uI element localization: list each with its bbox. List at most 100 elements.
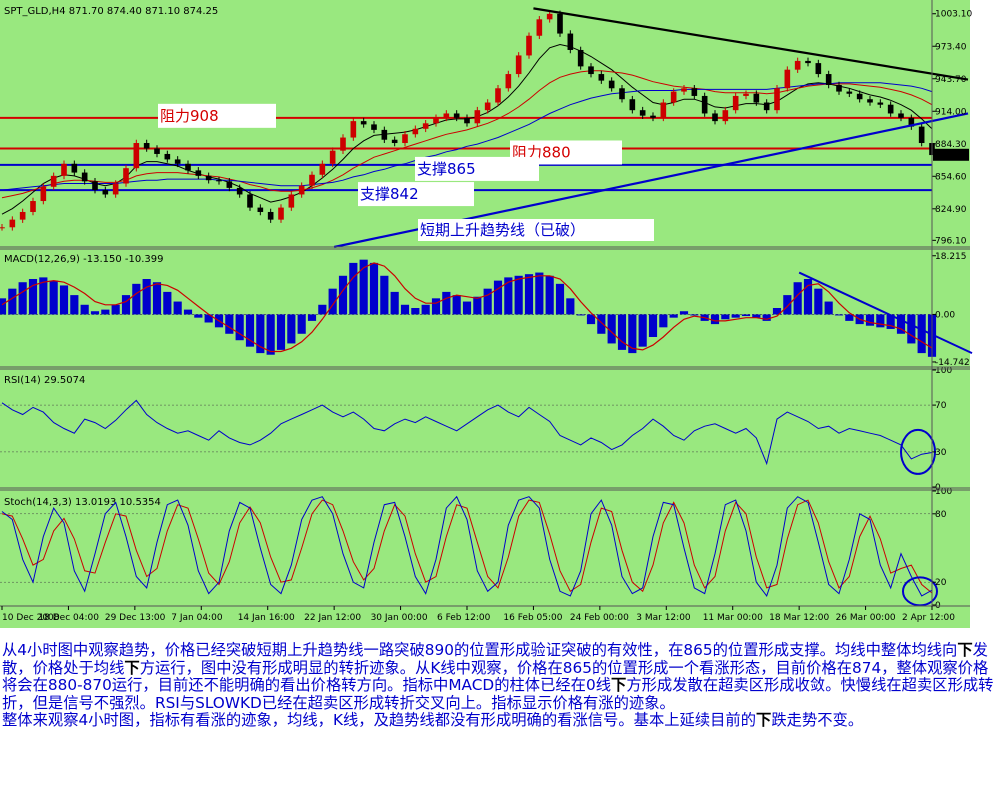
candle-body: [681, 88, 687, 92]
candle-body: [712, 113, 718, 122]
candle-body: [495, 88, 501, 103]
commentary-paragraph-2: 整体来观察4小时图，指标有看涨的迹象，均线，K线，及趋势线都没有形成明确的看涨信…: [2, 711, 1002, 730]
candle-body: [133, 143, 140, 169]
candle-body: [257, 207, 264, 212]
candle-body: [50, 175, 57, 187]
candle-body: [247, 194, 253, 208]
commentary-emphasis: 下: [957, 641, 973, 659]
macd-bar: [845, 314, 854, 321]
macd-bar: [39, 277, 48, 315]
trendline-label: 短期上升趋势线（已破）: [420, 221, 585, 239]
candle-body: [9, 219, 16, 228]
x-tick-label: 22 Jan 12:00: [304, 613, 361, 623]
candle-body: [278, 207, 284, 220]
macd-trendline: [798, 271, 973, 355]
price-panel: SPT_GLD,H4 871.70 874.40 871.10 874.25 阻…: [0, 6, 972, 249]
x-tick-label: 10 Dec 2008: [2, 613, 60, 623]
x-tick-label: 7 Jan 04:00: [171, 613, 223, 623]
candle-body: [836, 85, 842, 92]
macd-bar: [752, 314, 761, 318]
candle-body: [61, 163, 67, 176]
candle-body: [453, 113, 460, 118]
macd-bar: [18, 282, 27, 315]
macd-bar: [349, 262, 358, 315]
candle-body: [0, 227, 5, 229]
macd-bar: [276, 314, 286, 350]
candle-body: [660, 102, 667, 118]
commentary-text: 整体来观察4小时图，指标有看涨的迹象，均线，K线，及趋势线都没有形成明确的看涨信…: [2, 711, 757, 729]
macd-bar: [421, 304, 430, 315]
macd-bar: [896, 314, 906, 334]
macd-bar: [834, 314, 844, 316]
macd-bar: [545, 275, 554, 315]
candle-body: [898, 113, 904, 118]
candle-body: [691, 88, 698, 96]
chart-canvas: SPT_GLD,H4 871.70 874.40 871.10 874.25 阻…: [0, 0, 973, 628]
macd-bar: [576, 314, 585, 316]
macd-bar: [669, 314, 678, 318]
macd-bar: [266, 314, 275, 355]
x-tick-label: 6 Feb 12:00: [437, 613, 491, 623]
trendline-label-box: [418, 219, 654, 241]
candle-body: [464, 117, 470, 124]
candle-body: [102, 190, 109, 195]
level-label-box: [158, 103, 276, 128]
candle-body: [309, 174, 315, 186]
macd-bar: [204, 314, 213, 323]
candle-body: [753, 93, 760, 103]
x-tick-label: 18 Mar 12:00: [769, 613, 829, 623]
x-tick-label: 29 Dec 13:00: [105, 613, 166, 623]
candle-body: [391, 139, 398, 144]
macd-bar: [710, 314, 720, 325]
macd-bar: [628, 314, 637, 354]
macd-bar: [70, 295, 79, 315]
candle-body: [846, 91, 853, 94]
macd-bar: [566, 298, 575, 315]
candle-body: [546, 13, 553, 20]
candle-body: [763, 102, 770, 111]
macd-bar: [555, 283, 565, 315]
macd-bar: [101, 309, 110, 315]
macd-bar: [80, 304, 89, 315]
candle-body: [588, 66, 594, 75]
candle-body: [195, 170, 202, 176]
macd-bar: [617, 314, 627, 350]
x-tick-label: 24 Feb 00:00: [570, 613, 629, 623]
macd-bar: [638, 314, 647, 347]
macd-bar: [535, 272, 544, 315]
candle-body: [433, 117, 439, 124]
x-tick-label: 11 Mar 00:00: [703, 613, 763, 623]
macd-bar: [431, 298, 441, 315]
candle-body: [402, 134, 408, 144]
commentary-text: 发散，价格处于均线: [2, 641, 988, 677]
candle-body: [154, 148, 160, 154]
y-tick-label: 20: [935, 578, 947, 588]
candle-body: [30, 201, 36, 212]
macd-bar: [524, 274, 534, 315]
y-tick-label: 80: [935, 510, 947, 520]
candle-body: [474, 110, 481, 124]
macd-bar: [762, 314, 771, 321]
macd-bar: [49, 280, 58, 315]
macd-bar: [111, 304, 120, 315]
commentary-emphasis: 下: [124, 658, 140, 677]
candle-body: [670, 91, 677, 103]
macd-bar: [814, 288, 823, 315]
candle-body: [536, 19, 543, 36]
commentary: 从4小时图中观察趋势，价格已经突破短期上升趋势线一路突破890的位置形成验证突破…: [2, 641, 1002, 730]
candle-body: [164, 153, 171, 160]
macd-bar: [504, 277, 513, 315]
macd-panel-title: MACD(12,26,9) -13.150 -10.399: [4, 254, 164, 265]
macd-bar: [659, 314, 668, 328]
candle-body: [650, 115, 656, 118]
candle-body: [81, 172, 88, 182]
candle-body: [908, 117, 915, 127]
candle-body: [784, 69, 791, 89]
macd-bar: [462, 301, 472, 315]
candle-body: [825, 74, 832, 85]
macd-bar: [328, 288, 337, 315]
candle-body: [515, 55, 522, 75]
macd-bar: [690, 314, 699, 316]
candle-body: [319, 163, 326, 175]
macd-bar: [772, 308, 782, 315]
